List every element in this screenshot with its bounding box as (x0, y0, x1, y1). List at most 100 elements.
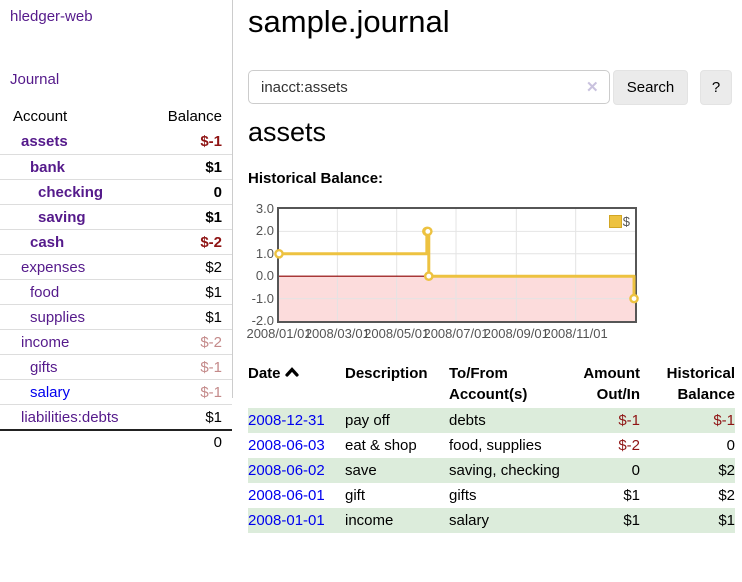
transaction-amount: $-2 (618, 437, 640, 454)
accounts-table: Account Balance assets $-1 bank $1 checking 0… (0, 104, 232, 454)
account-row: saving $1 (0, 204, 232, 229)
legend-label: $ (622, 214, 630, 229)
sidebar-account-link[interactable]: bank (30, 158, 66, 176)
chart-plot-area: $ (274, 207, 639, 323)
register-row: 2008-06-03 eat & shop food, supplies $-2 0 (248, 433, 735, 458)
register-column-header: Description (345, 365, 428, 382)
account-balance: 0 (213, 183, 222, 201)
account-row: gifts $-1 (0, 354, 232, 379)
account-row: expenses $2 (0, 254, 232, 279)
transaction-date-link[interactable]: 2008-06-03 (248, 437, 325, 454)
transaction-balance: $1 (718, 512, 735, 529)
transaction-description: eat & shop (345, 437, 417, 454)
transaction-balance: 0 (726, 437, 735, 454)
transaction-description: save (345, 462, 377, 479)
x-axis-tick-label: 2008/01/01 (246, 326, 312, 341)
page-title: sample.journal (248, 4, 450, 39)
account-balance: $-1 (200, 133, 222, 150)
register-column-header: Historical Balance (666, 365, 735, 403)
help-button[interactable]: ? (700, 70, 732, 105)
sidebar-account-link[interactable]: salary (30, 383, 71, 401)
account-balance: $1 (205, 308, 222, 326)
search-bar: ✕ Search ? (248, 70, 735, 105)
transaction-accounts: debts (449, 412, 486, 429)
accounts-total-value: 0 (213, 434, 222, 451)
x-axis-tick-label: 2008/07/01 (423, 326, 489, 341)
sidebar-account-link[interactable]: gifts (30, 358, 58, 376)
transaction-amount: $1 (623, 512, 640, 529)
search-input[interactable] (248, 70, 610, 104)
x-axis-tick-label: 2008/03/01 (304, 326, 370, 341)
transaction-balance: $2 (718, 462, 735, 479)
account-balance: $1 (205, 283, 222, 301)
y-axis-tick-label: 1.0 (255, 245, 274, 261)
transaction-accounts: saving, checking (449, 462, 560, 479)
register-table: Date Description To/From Account(s) Amount Ou… (248, 362, 735, 533)
account-row: checking 0 (0, 179, 232, 204)
transaction-amount: 0 (631, 462, 640, 479)
sidebar-account-link[interactable]: saving (38, 208, 86, 226)
account-row: bank $1 (0, 154, 232, 179)
transaction-accounts: salary (449, 512, 490, 529)
account-balance: $-1 (200, 358, 222, 376)
register-column-header: Amount Out/In (583, 365, 640, 403)
sidebar-account-link[interactable]: food (30, 283, 60, 301)
transaction-date-link[interactable]: 2008-06-01 (248, 487, 325, 504)
sidebar-account-link[interactable]: expenses (21, 258, 86, 276)
app-title-link[interactable]: hledger-web (10, 8, 93, 25)
transaction-date-link[interactable]: 2008-12-31 (248, 412, 325, 429)
register-row: 2008-01-01 income salary $1 $1 (248, 508, 735, 533)
sidebar-account-link[interactable]: assets (21, 133, 68, 150)
account-row: supplies $1 (0, 304, 232, 329)
transaction-description: pay off (345, 412, 390, 429)
y-axis-tick-label: 3.0 (255, 201, 274, 216)
sidebar-account-link[interactable]: income (21, 333, 70, 351)
account-balance: $-1 (200, 383, 222, 401)
chart-label: Historical Balance: (248, 170, 384, 187)
account-row: assets $-1 (0, 129, 232, 154)
transaction-accounts: gifts (449, 487, 477, 504)
balance-column-header: Balance (167, 108, 222, 125)
x-axis-tick-label: 2008/11/01 (543, 326, 608, 341)
transaction-description: income (345, 512, 394, 529)
legend-color-swatch (608, 215, 622, 228)
y-axis-tick-label: -2.0 (251, 313, 274, 328)
accounts-table-header: Account Balance (0, 104, 232, 129)
sidebar-account-link[interactable]: liabilities:debts (21, 408, 119, 426)
sort-ascending-icon (284, 367, 299, 377)
transaction-date-link[interactable]: 2008-06-02 (248, 462, 325, 479)
account-row: food $1 (0, 279, 232, 304)
transaction-date-link[interactable]: 2008-01-01 (248, 512, 325, 529)
transaction-balance: $2 (718, 487, 735, 504)
account-balance: $-2 (200, 233, 222, 251)
x-axis-tick-label: 2008/05/01 (364, 326, 430, 341)
account-heading: assets (248, 117, 327, 147)
account-balance: $1 (205, 158, 222, 176)
y-axis-tick-label: 0.0 (255, 268, 274, 284)
y-axis-tick-label: 2.0 (255, 223, 274, 239)
account-balance: $1 (205, 408, 222, 426)
accounts-column-header: Account (13, 108, 68, 125)
sidebar-account-link[interactable]: supplies (30, 308, 86, 326)
y-axis-tick-label: -1.0 (251, 290, 274, 306)
account-row: liabilities:debts $1 (0, 404, 232, 429)
historical-balance-chart: $ 3.0 2.0 1.0 0.0 -1.0 -2.0 2008/01/01 2008/03… (246, 200, 735, 348)
transaction-description: gift (345, 487, 366, 504)
clear-search-icon[interactable]: ✕ (586, 79, 599, 96)
search-button[interactable]: Search (613, 70, 688, 105)
account-balance: $1 (205, 208, 222, 226)
accounts-total-row: 0 (0, 429, 232, 454)
transaction-amount: $1 (623, 487, 640, 504)
account-balance: $-2 (200, 333, 222, 351)
register-row: 2008-06-02 save saving, checking 0 $2 (248, 458, 735, 483)
account-row: income $-2 (0, 329, 232, 354)
transaction-amount: $-1 (618, 412, 640, 429)
register-column-header[interactable]: Date (248, 362, 345, 408)
chart-legend: $ (606, 213, 632, 230)
sidebar-account-link[interactable]: checking (38, 183, 104, 201)
register-row: 2008-06-01 gift gifts $1 $2 (248, 483, 735, 508)
nav-journal-link[interactable]: Journal (10, 71, 60, 88)
register-row: 2008-12-31 pay off debts $-1 $-1 (248, 408, 735, 433)
sidebar-account-link[interactable]: cash (30, 233, 65, 251)
x-axis-tick-label: 2008/09/01 (483, 326, 549, 341)
